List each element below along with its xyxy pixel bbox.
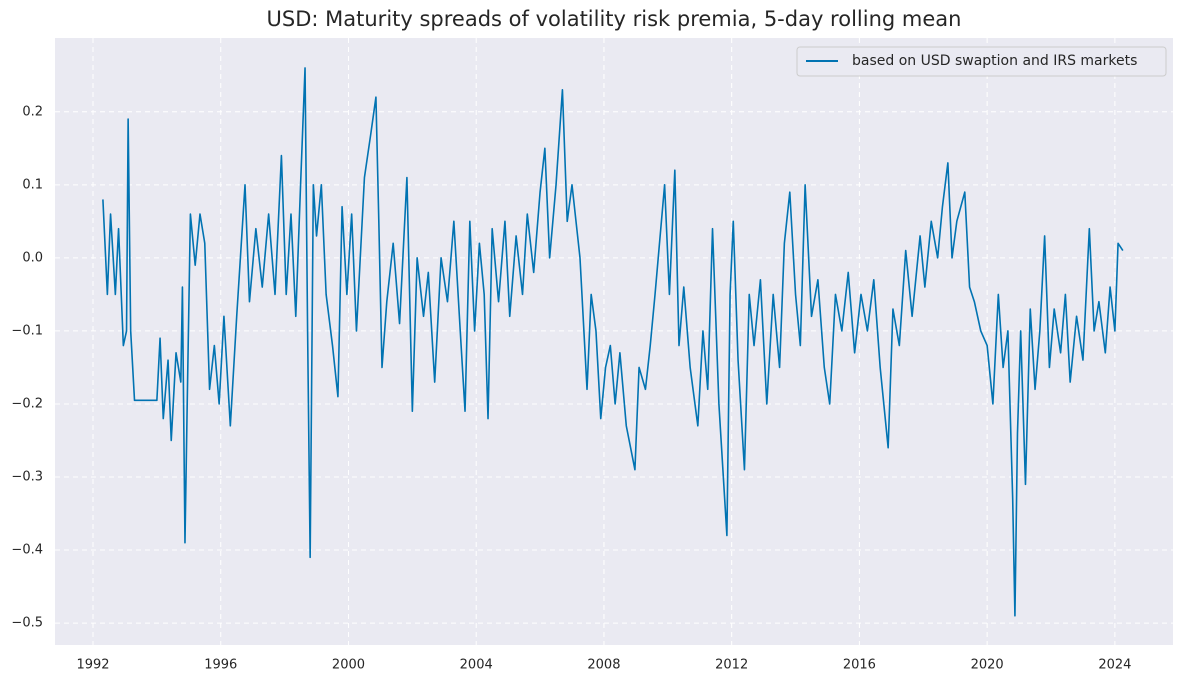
y-tick-label: −0.5 <box>11 616 43 631</box>
legend-label: based on USD swaption and IRS markets <box>852 53 1137 69</box>
x-tick-label: 2012 <box>715 658 748 673</box>
legend: based on USD swaption and IRS markets <box>796 46 1167 77</box>
chart-title: USD: Maturity spreads of volatility risk… <box>267 7 962 31</box>
x-tick-label: 2024 <box>1098 658 1131 673</box>
y-tick-label: −0.2 <box>11 396 43 411</box>
y-tick-label: 0.0 <box>22 250 43 265</box>
x-tick-label: 2008 <box>587 658 620 673</box>
data-line <box>102 67 1124 617</box>
grid <box>55 38 1173 645</box>
y-tick-label: −0.4 <box>11 543 43 558</box>
x-tick-label: 2020 <box>971 658 1004 673</box>
legend-box <box>796 46 1167 77</box>
x-tick-label: 2016 <box>843 658 876 673</box>
y-tick-label: 0.1 <box>22 177 43 192</box>
x-tick-label: 1996 <box>204 658 237 673</box>
x-tick-label: 2004 <box>460 658 493 673</box>
y-tick-label: −0.1 <box>11 323 43 338</box>
x-tick-label: 1992 <box>76 658 109 673</box>
x-tick-label: 2000 <box>332 658 365 673</box>
y-tick-label: 0.2 <box>22 104 43 119</box>
marks <box>102 67 1124 617</box>
y-tick-label: −0.3 <box>11 469 43 484</box>
